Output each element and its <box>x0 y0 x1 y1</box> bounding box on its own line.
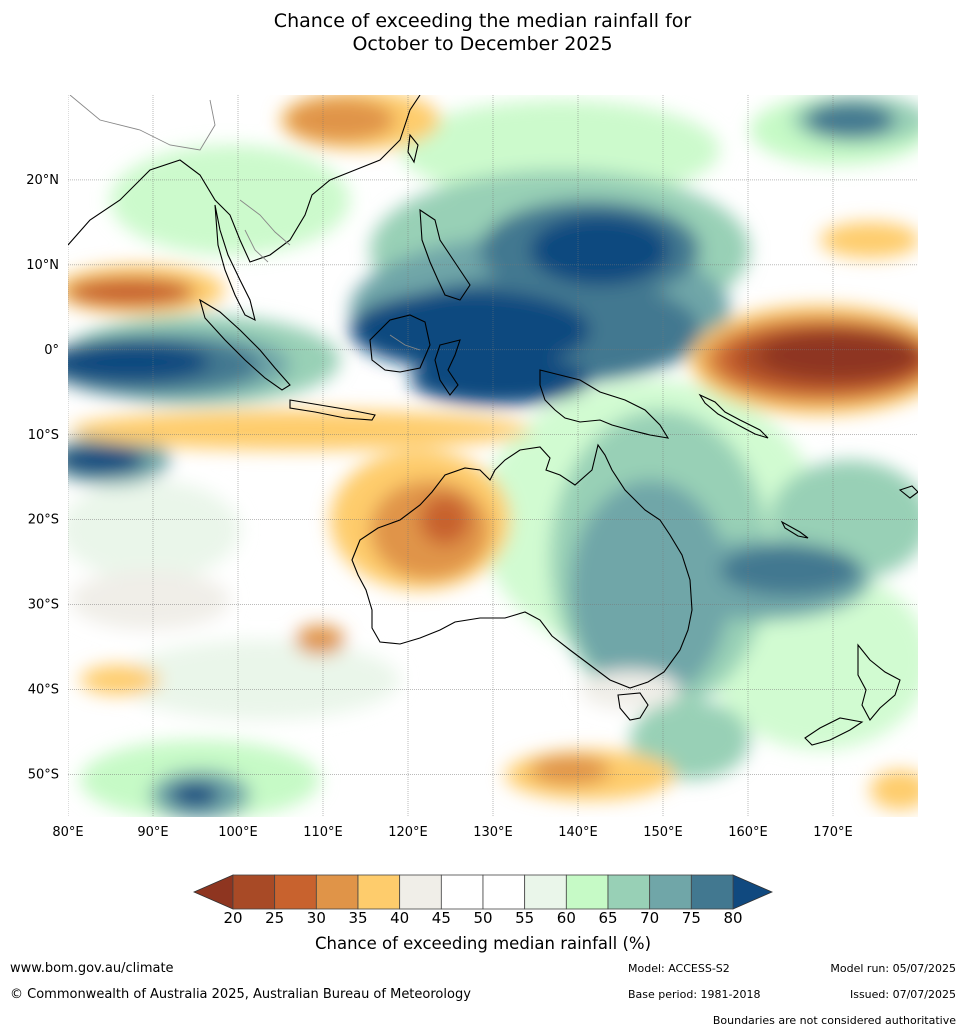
issued-date: Issued: 07/07/2025 <box>849 988 956 1001</box>
java-coastline <box>289 399 376 421</box>
new-guinea-coastline <box>539 369 670 439</box>
malay-peninsula-coastline <box>214 204 256 322</box>
model-run-date: Model run: 05/07/2025 <box>830 962 956 975</box>
colorbar-swatch <box>649 874 692 910</box>
colorbar-swatch <box>232 874 276 910</box>
new-caledonia-coastline <box>780 520 809 539</box>
new-zealand-south-coastline <box>804 717 864 746</box>
colorbar-title: Chance of exceeding median rainfall (%) <box>315 934 651 953</box>
colorbar-tick-label: 40 <box>390 909 409 927</box>
longitude-label: 90°E <box>137 825 168 840</box>
title-line-1: Chance of exceeding the median rainfall … <box>273 10 692 32</box>
colorbar-tick-label: 45 <box>432 909 451 927</box>
latitude-label: 0° <box>44 343 59 358</box>
borneo-coastline <box>369 314 431 373</box>
fiji-coastline <box>898 485 918 499</box>
colorbar-over-triangle <box>732 874 774 910</box>
latitude-labels: 20°N 10°N 0° 10°S 20°S 30°S 40°S 50°S <box>26 173 59 783</box>
colorbar-swatch <box>565 874 609 910</box>
longitude-label: 140°E <box>558 825 598 840</box>
colorbar-tick-label: 25 <box>265 909 284 927</box>
longitude-label: 110°E <box>303 825 343 840</box>
sumatra-coastline <box>199 298 291 391</box>
colorbar-tick-label: 65 <box>598 909 617 927</box>
tasmania-coastline <box>617 692 649 721</box>
rainfall-map-figure: 20°N 10°N 0° 10°S 20°S 30°S 40°S 50°S 80°E 90°E 1… <box>26 95 918 953</box>
bom-website-link[interactable]: www.bom.gov.au/climate <box>10 961 174 976</box>
longitude-label: 150°E <box>643 825 683 840</box>
base-period: Base period: 1981-2018 <box>628 988 761 1001</box>
longitude-label: 120°E <box>388 825 428 840</box>
model-name: Model: ACCESS-S2 <box>628 962 730 975</box>
colorbar-tick-label: 70 <box>640 909 659 927</box>
latitude-label: 20°N <box>26 173 59 188</box>
colorbar-swatch <box>315 874 359 910</box>
longitude-label: 80°E <box>52 825 83 840</box>
latitude-label: 50°S <box>28 768 59 783</box>
latitude-label: 20°S <box>28 513 59 528</box>
colorbar-tick-label: 55 <box>515 909 534 927</box>
colorbar: 20 25 30 35 40 45 50 55 60 65 70 75 80 Chance of exc… <box>192 874 774 953</box>
map-panel <box>68 95 918 817</box>
copyright-text: © Commonwealth of Australia 2025, Austra… <box>10 987 471 1002</box>
colorbar-tick-label: 75 <box>682 909 701 927</box>
colorbar-tick-label: 80 <box>723 909 742 927</box>
title-line-2: October to December 2025 <box>352 33 613 55</box>
colorbar-tick-label: 35 <box>348 909 367 927</box>
mainland-asia-coastline <box>68 95 421 263</box>
colorbar-swatch <box>274 874 317 910</box>
colorbar-swatch <box>607 874 651 910</box>
colorbar-swatch <box>690 874 734 910</box>
latitude-label: 30°S <box>28 598 59 613</box>
taiwan-coastline <box>407 133 419 164</box>
colorbar-swatch <box>482 874 526 910</box>
longitude-label: 160°E <box>728 825 768 840</box>
longitude-labels: 80°E 90°E 100°E 110°E 120°E 130°E 140°E 150°E 16… <box>52 825 852 840</box>
boundaries-disclaimer: Boundaries are not considered authoritat… <box>712 1014 956 1027</box>
colorbar-tick-label: 30 <box>307 909 326 927</box>
map-gridlines <box>68 95 918 817</box>
sulawesi-coastline <box>434 339 461 396</box>
new-zealand-north-coastline <box>857 643 901 721</box>
coastlines <box>68 95 918 746</box>
colorbar-tick-label: 20 <box>223 909 242 927</box>
colorbar-swatch <box>357 874 401 910</box>
australia-coastline <box>351 443 693 689</box>
longitude-label: 100°E <box>218 825 258 840</box>
colorbar-tick-label: 60 <box>557 909 576 927</box>
latitude-label: 10°N <box>26 258 59 273</box>
colorbar-under-triangle <box>192 874 234 910</box>
latitude-label: 10°S <box>28 428 59 443</box>
colorbar-tick-label: 50 <box>473 909 492 927</box>
latitude-label: 40°S <box>28 683 59 698</box>
map-title: Chance of exceeding the median rainfall … <box>0 10 965 56</box>
longitude-label: 130°E <box>473 825 513 840</box>
colorbar-swatch <box>524 874 567 910</box>
longitude-label: 170°E <box>813 825 853 840</box>
colorbar-swatch <box>399 874 442 910</box>
country-borders <box>69 95 421 351</box>
solomon-islands-coastline <box>698 393 769 439</box>
colorbar-swatch <box>440 874 484 910</box>
philippines-coastline <box>419 208 471 301</box>
